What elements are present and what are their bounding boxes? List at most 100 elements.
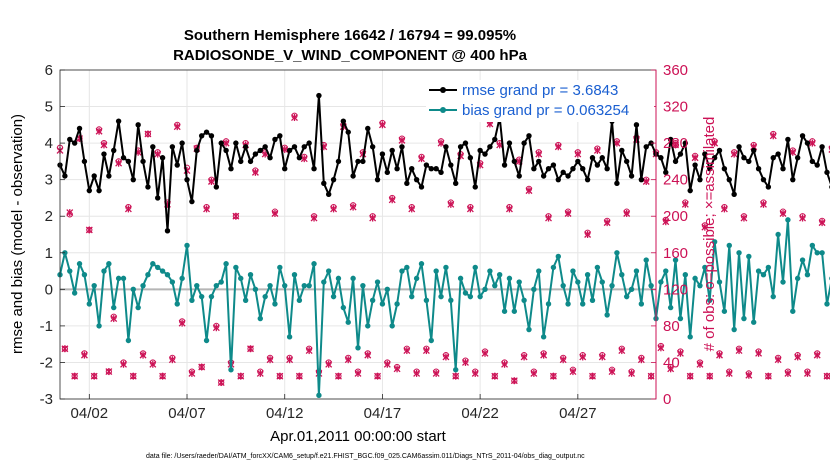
obs-assimilated-point [178,319,186,327]
obs-assimilated-point [330,205,338,213]
rmse-point [677,151,684,157]
bias-point [384,286,391,293]
obs-assimilated-point [584,231,592,238]
bias-point [536,268,542,274]
bias-point [506,275,513,282]
bias-point [550,264,557,271]
bias-point [570,268,576,274]
bias-point [667,304,674,311]
obs-assimilated-point [598,353,606,361]
rmse-point [306,140,312,146]
obs-assimilated-point [545,214,552,222]
obs-assimilated-point [276,372,284,380]
obs-assimilated-point [774,356,782,364]
rmse-point [467,155,474,161]
bias-point [389,323,395,329]
rmse-point [448,162,454,168]
rmse-point [208,133,215,139]
obs-assimilated-point [354,369,362,377]
y-right-tick-label: 0 [663,391,671,408]
bias-point [413,275,420,282]
rmse-point [702,151,708,157]
obs-assimilated-point [334,372,342,380]
bias-point [223,261,229,267]
bias-point [91,282,97,289]
obs-assimilated-point [803,369,811,377]
bias-point [252,286,259,293]
rmse-point [799,133,806,139]
bias-point [619,272,625,278]
obs-assimilated-point [549,372,557,380]
rmse-point [159,155,166,161]
obs-assimilated-point [579,353,587,361]
bias-point [247,272,254,278]
rmse-point [809,158,816,165]
rmse-point [741,155,747,161]
rmse-point [663,169,669,176]
bias-point [233,264,239,271]
bias-point [736,250,742,256]
obs-assimilated-point [769,132,777,140]
bias-point [545,301,552,307]
obs-assimilated-point [701,223,709,231]
bias-point [482,286,488,293]
obs-assimilated-point [745,371,753,379]
obs-assimilated-point [491,372,499,380]
rmse-point [384,169,391,176]
obs-assimilated-point [657,344,665,352]
rmse-point [179,140,185,146]
bias-point [272,301,278,307]
rmse-point [457,144,464,150]
rmse-point [443,144,449,150]
rmse-point [242,144,249,150]
obs-assimilated-point [593,146,601,154]
obs-assimilated-point [554,143,562,151]
obs-assimilated-point [256,369,264,377]
obs-assimilated-point [760,200,767,208]
bias-point [614,250,620,256]
rmse-point [311,166,317,172]
bias-point [71,290,78,296]
y-left-tick-label: -3 [40,391,53,408]
rmse-point [501,162,508,168]
chart-title-line1: Southern Hemisphere 16642 / 16794 = 99.0… [184,27,516,44]
rmse-point [580,166,586,172]
bias-point [159,268,166,274]
rmse-point [360,158,366,165]
bias-point [663,268,669,274]
y-left-tick-label: 2 [45,208,53,225]
bias-point [208,293,215,300]
x-tick-label: 04/22 [461,405,499,422]
x-tick-label: 04/12 [266,405,304,422]
rmse-point [218,140,224,146]
bias-point [584,272,591,278]
rmse-point [369,144,376,150]
obs-assimilated-point [481,349,489,357]
rmse-point [736,144,742,150]
obs-assimilated-point [647,372,655,380]
x-tick-label: 04/17 [364,405,402,422]
obs-assimilated-point [540,351,548,359]
rmse-point [711,155,718,161]
rmse-point [130,176,136,183]
obs-assimilated-point [364,351,372,359]
bias-point [428,337,434,344]
rmse-point [389,147,395,154]
bias-point [672,257,679,263]
bias-point [409,293,415,300]
obs-assimilated-point [676,349,684,357]
obs-assimilated-point [662,218,670,226]
obs-assimilated-point [530,369,538,377]
obs-assimilated-point [730,150,738,158]
y-axis-left-label: rmse and bias (model - observation) [9,114,26,354]
rmse-point [521,140,527,146]
obs-assimilated-point [212,324,220,332]
rmse-point [198,133,205,139]
rmse-point [418,184,425,190]
bias-point [658,279,664,285]
rmse-point [516,173,522,179]
bias-point [340,304,347,311]
obs-assimilated-point [305,347,313,355]
bias-point [804,272,811,278]
rmse-point [575,158,581,165]
